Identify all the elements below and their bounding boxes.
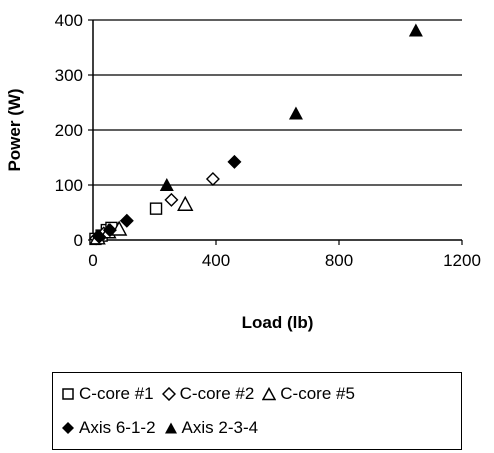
y-axis-title: Power (W) bbox=[5, 88, 24, 171]
data-point-series-3-3 bbox=[227, 154, 242, 169]
data-point-series-2-2 bbox=[110, 220, 128, 236]
legend: C-core #1 C-core #2 C-core #5 Axis 6-1-2 bbox=[52, 372, 462, 450]
x-tick-label: 0 bbox=[88, 251, 97, 270]
y-tick-label: 0 bbox=[74, 231, 83, 250]
data-point-series-4-2 bbox=[408, 23, 423, 37]
y-tick-label: 400 bbox=[55, 11, 83, 30]
x-ticks: 0 400 800 1200 bbox=[88, 240, 481, 270]
legend-item-axis-2-3-4: Axis 2-3-4 bbox=[164, 418, 259, 438]
chart: 0 400 800 1200 0 100 200 300 400 Load (lb) Powe… bbox=[5, 11, 481, 332]
data-point-series-1-3 bbox=[205, 171, 220, 186]
open-square-marker-icon bbox=[61, 387, 75, 401]
legend-label-axis-2-3-4: Axis 2-3-4 bbox=[181, 418, 259, 437]
data-point-series-4-0 bbox=[159, 178, 174, 191]
x-axis-title: Load (lb) bbox=[242, 313, 314, 332]
x-tick-label: 400 bbox=[202, 251, 230, 270]
legend-label-c-core-5: C-core #5 bbox=[280, 384, 355, 403]
legend-label-c-core-1: C-core #1 bbox=[79, 384, 154, 403]
filled-diamond-marker-icon bbox=[61, 421, 75, 435]
legend-row-2: Axis 6-1-2 Axis 2-3-4 bbox=[61, 415, 266, 441]
y-tick-label: 100 bbox=[55, 176, 83, 195]
open-triangle-marker-icon bbox=[262, 387, 277, 401]
legend-item-c-core-1: C-core #1 bbox=[61, 384, 154, 404]
legend-row-1: C-core #1 C-core #2 C-core #5 bbox=[61, 381, 363, 407]
x-tick-label: 800 bbox=[325, 251, 353, 270]
x-tick-label: 1200 bbox=[443, 251, 481, 270]
legend-item-c-core-2: C-core #2 bbox=[161, 384, 255, 404]
data-points bbox=[89, 23, 423, 246]
y-tick-label: 300 bbox=[55, 66, 83, 85]
filled-triangle-marker-icon bbox=[164, 421, 178, 435]
data-point-series-1-2 bbox=[164, 192, 179, 207]
data-point-series-2-3 bbox=[177, 195, 194, 211]
legend-label-axis-6-1-2: Axis 6-1-2 bbox=[79, 418, 156, 437]
data-point-series-4-1 bbox=[288, 106, 303, 120]
data-point-series-0-4 bbox=[149, 202, 163, 215]
gridlines bbox=[93, 19, 462, 186]
y-tick-label: 200 bbox=[55, 121, 83, 140]
legend-item-c-core-5: C-core #5 bbox=[262, 384, 355, 404]
open-diamond-marker-icon bbox=[161, 387, 176, 401]
data-point-series-3-0 bbox=[92, 229, 107, 244]
data-point-series-3-2 bbox=[119, 213, 134, 228]
y-ticks: 0 100 200 300 400 bbox=[55, 11, 93, 250]
data-point-series-3-1 bbox=[102, 223, 117, 238]
legend-item-axis-6-1-2: Axis 6-1-2 bbox=[61, 418, 156, 438]
legend-label-c-core-2: C-core #2 bbox=[179, 384, 255, 403]
